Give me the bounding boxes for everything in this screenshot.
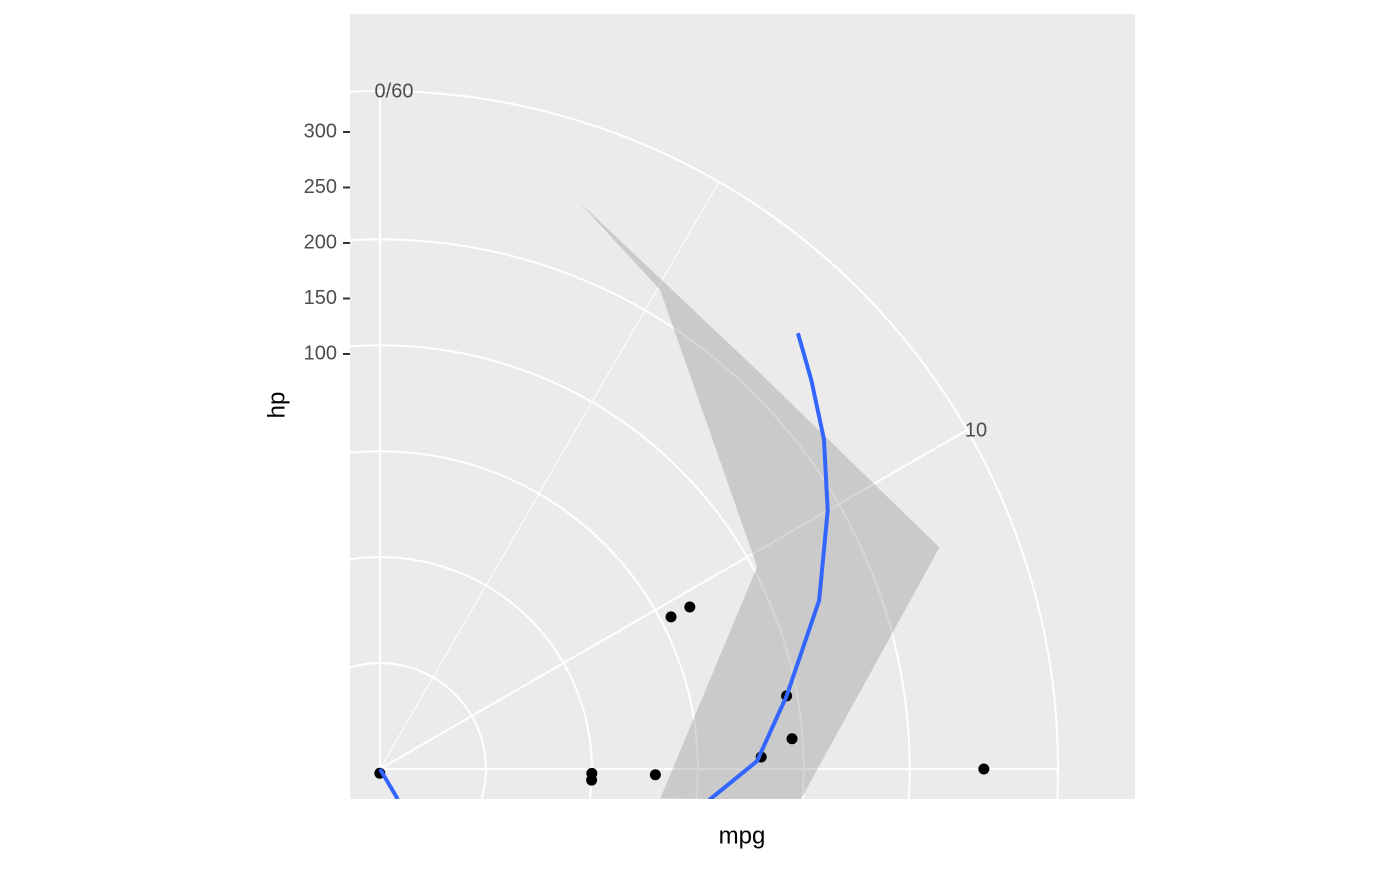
y-tick-label: 250 — [304, 176, 337, 198]
smooth-line — [378, 332, 830, 799]
y-tick-label: 300 — [304, 120, 337, 142]
point — [649, 769, 661, 781]
point — [786, 733, 798, 745]
y-tick-label: 100 — [304, 342, 337, 364]
confidence-ribbon — [577, 200, 940, 799]
x-axis-title: mpg — [719, 822, 766, 849]
point — [665, 611, 677, 623]
y-axis-title: hp — [263, 392, 290, 419]
axes: 0/60 10 100 150 200 250 300 — [304, 80, 987, 441]
y-tick-label: 150 — [304, 287, 337, 309]
plot-area — [350, 90, 1059, 799]
grid-spoke — [379, 429, 968, 770]
y-tick-label: 200 — [304, 231, 337, 253]
point — [978, 763, 990, 775]
point — [684, 601, 696, 613]
theta-tick-label: 10 — [965, 419, 987, 441]
grid-spoke-minor — [379, 181, 720, 770]
theta-tick-label: 0/60 — [375, 80, 414, 102]
point — [586, 774, 598, 786]
panel — [350, 14, 1135, 799]
